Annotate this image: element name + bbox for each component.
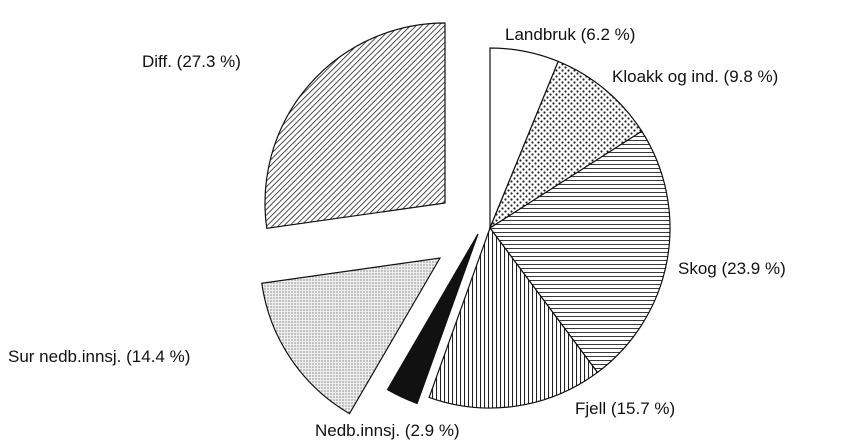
slice-value: (23.9 %) — [721, 259, 785, 278]
slice-value: (14.4 %) — [126, 347, 190, 366]
pie-slice — [428, 226, 599, 409]
slice-value: (9.8 %) — [724, 67, 779, 86]
pie-slice — [386, 233, 479, 405]
slice-name: Fjell — [575, 399, 606, 418]
pie-slice — [261, 257, 442, 415]
slice-value: (15.7 %) — [611, 399, 675, 418]
slice-name: Landbruk — [505, 25, 576, 44]
slice-value: (2.9 %) — [405, 421, 460, 440]
slice-label: Sur nedb.innsj. (14.4 %) — [8, 347, 190, 366]
slice-label: Kloakk og ind. (9.8 %) — [612, 67, 778, 86]
slice-name: Sur nedb.innsj. — [8, 347, 121, 366]
slice-name: Kloakk og ind. — [612, 67, 719, 86]
slice-value: (6.2 %) — [581, 25, 636, 44]
slice-label: Diff. (27.3 %) — [142, 52, 241, 71]
pie-slice — [264, 22, 446, 229]
slice-label: Skog (23.9 %) — [678, 259, 786, 278]
slice-name: Diff. — [142, 52, 172, 71]
slice-label: Nedb.innsj. (2.9 %) — [315, 421, 460, 440]
slice-value: (27.3 %) — [177, 52, 241, 71]
slice-label: Landbruk (6.2 %) — [505, 25, 635, 44]
pie-slice — [489, 130, 671, 374]
slice-name: Skog — [678, 259, 717, 278]
slice-name: Nedb.innsj. — [315, 421, 400, 440]
slice-label: Fjell (15.7 %) — [575, 399, 675, 418]
pie-slice — [488, 60, 643, 230]
